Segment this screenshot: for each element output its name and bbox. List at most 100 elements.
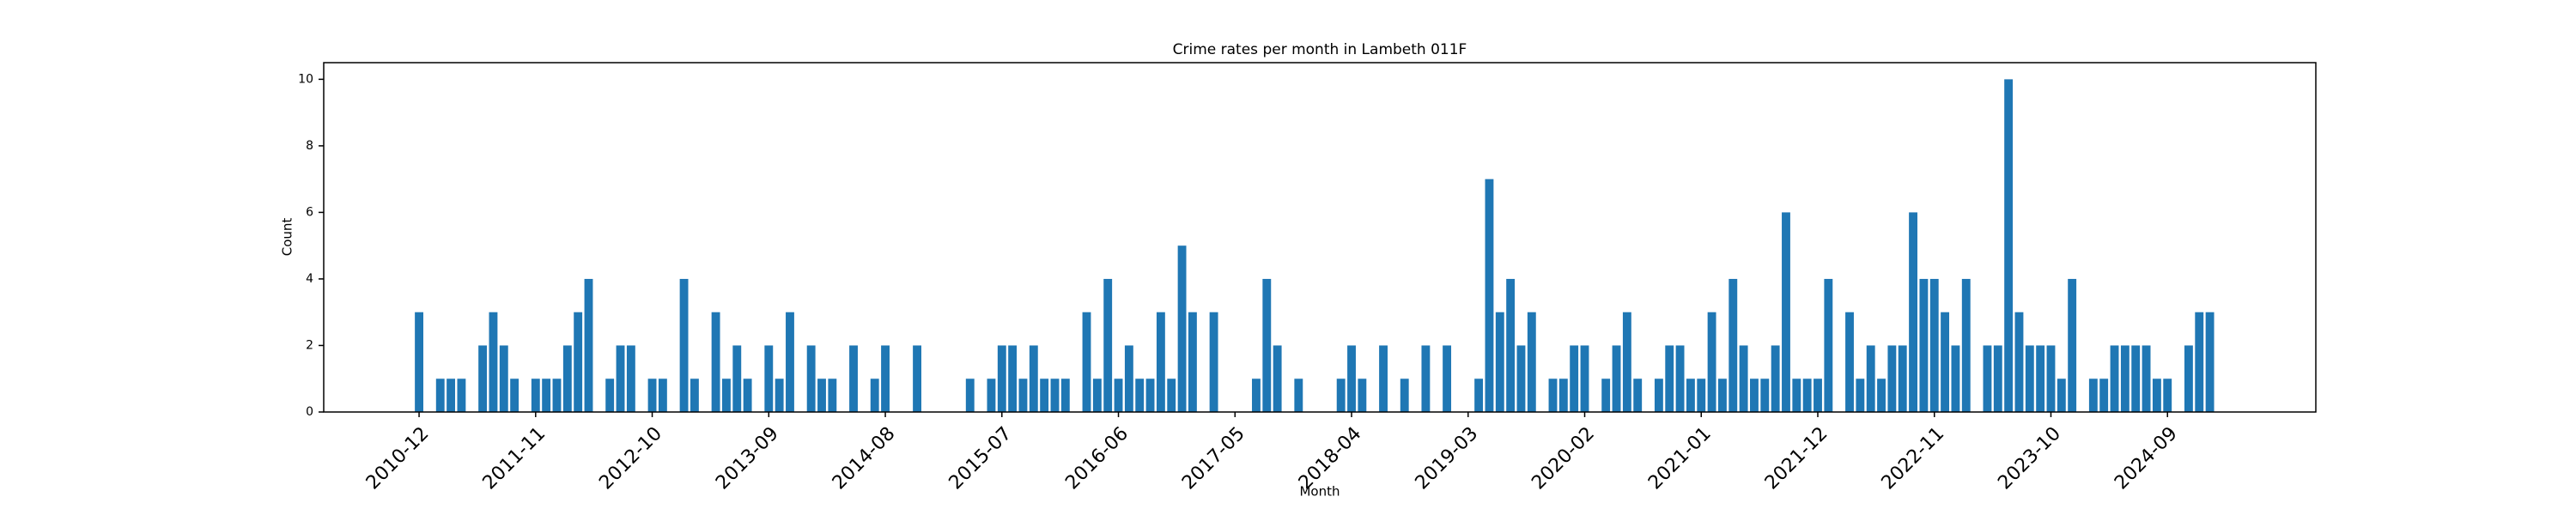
- bar: [1782, 212, 1790, 412]
- bar: [2205, 312, 2215, 412]
- bar: [1177, 245, 1187, 412]
- bar: [1516, 345, 1526, 412]
- bar: [2057, 379, 2066, 412]
- bar: [1209, 312, 1218, 412]
- bar: [1548, 379, 1558, 412]
- bar: [605, 379, 615, 412]
- x-tick-label: 2014-08: [829, 423, 900, 494]
- bar: [722, 379, 731, 412]
- bar: [1665, 345, 1674, 412]
- bar: [775, 379, 784, 412]
- y-tick-label: 8: [306, 139, 313, 153]
- bar: [2014, 312, 2024, 412]
- bar: [2120, 345, 2129, 412]
- bar: [1114, 379, 1123, 412]
- bar: [1951, 345, 1960, 412]
- bar: [965, 379, 975, 412]
- bar: [447, 379, 456, 412]
- bar: [531, 379, 540, 412]
- bar: [1527, 312, 1536, 412]
- bar: [562, 345, 572, 412]
- bar: [1506, 278, 1516, 412]
- bar: [1252, 379, 1261, 412]
- bar: [1092, 379, 1102, 412]
- bar: [2195, 312, 2204, 412]
- bar: [2131, 345, 2141, 412]
- bar: [1612, 345, 1621, 412]
- bar: [1570, 345, 1579, 412]
- bar: [510, 379, 519, 412]
- bar: [626, 345, 635, 412]
- bar: [647, 379, 657, 412]
- x-tick-label: 2021-12: [1761, 423, 1832, 494]
- bar: [2163, 379, 2172, 412]
- bar: [913, 345, 921, 412]
- bar: [1580, 345, 1589, 412]
- bar: [786, 312, 794, 412]
- bar: [1866, 345, 1875, 412]
- bar: [1262, 278, 1272, 412]
- bar: [2004, 79, 2014, 412]
- bar: [1824, 278, 1833, 412]
- bar: [1898, 345, 1907, 412]
- bar: [2152, 379, 2161, 412]
- bar: [584, 278, 593, 412]
- bar: [1654, 379, 1663, 412]
- y-tick-label: 0: [306, 405, 313, 419]
- bar: [1856, 379, 1865, 412]
- bar: [997, 345, 1006, 412]
- bar: [415, 312, 423, 412]
- bar: [1103, 278, 1113, 412]
- bar: [1919, 278, 1929, 412]
- bar: [435, 379, 445, 412]
- bar: [1188, 312, 1197, 412]
- bar: [1601, 379, 1611, 412]
- bar: [711, 312, 720, 412]
- bar: [542, 379, 551, 412]
- bar: [1018, 379, 1028, 412]
- bar: [1135, 379, 1145, 412]
- bar: [1294, 379, 1303, 412]
- bar: [1993, 345, 2002, 412]
- y-tick-label: 6: [306, 205, 313, 219]
- bar: [1358, 379, 1367, 412]
- bar: [499, 345, 508, 412]
- bar: [552, 379, 562, 412]
- bar: [828, 379, 837, 412]
- bar: [616, 345, 625, 412]
- bar: [1029, 345, 1038, 412]
- y-axis-label: Count: [280, 218, 295, 257]
- bar: [806, 345, 816, 412]
- bar: [1760, 379, 1770, 412]
- x-tick-label: 2021-01: [1644, 423, 1716, 494]
- bar: [1675, 345, 1685, 412]
- bar: [1379, 345, 1388, 412]
- x-tick-label: 2022-11: [1878, 423, 1949, 494]
- bar: [1707, 312, 1716, 412]
- bar: [1814, 379, 1822, 412]
- bar: [1336, 379, 1346, 412]
- bar: [1167, 379, 1176, 412]
- bar: [1941, 312, 1950, 412]
- bar: [1060, 379, 1070, 412]
- bar: [1156, 312, 1165, 412]
- x-tick-label: 2015-07: [945, 423, 1017, 494]
- bar: [1728, 278, 1738, 412]
- bar: [849, 345, 858, 412]
- bar: [743, 379, 752, 412]
- bar: [2184, 345, 2193, 412]
- bar: [1443, 345, 1452, 412]
- bar: [489, 312, 498, 412]
- x-tick-label: 2020-02: [1528, 423, 1599, 494]
- bar: [457, 379, 466, 412]
- bar: [1558, 379, 1568, 412]
- bar: [1008, 345, 1018, 412]
- bar: [987, 379, 996, 412]
- bar: [2025, 345, 2034, 412]
- x-tick-label: 2017-05: [1178, 423, 1249, 494]
- bar: [1040, 379, 1049, 412]
- bar: [690, 379, 699, 412]
- bar: [1686, 379, 1695, 412]
- bar: [1474, 379, 1484, 412]
